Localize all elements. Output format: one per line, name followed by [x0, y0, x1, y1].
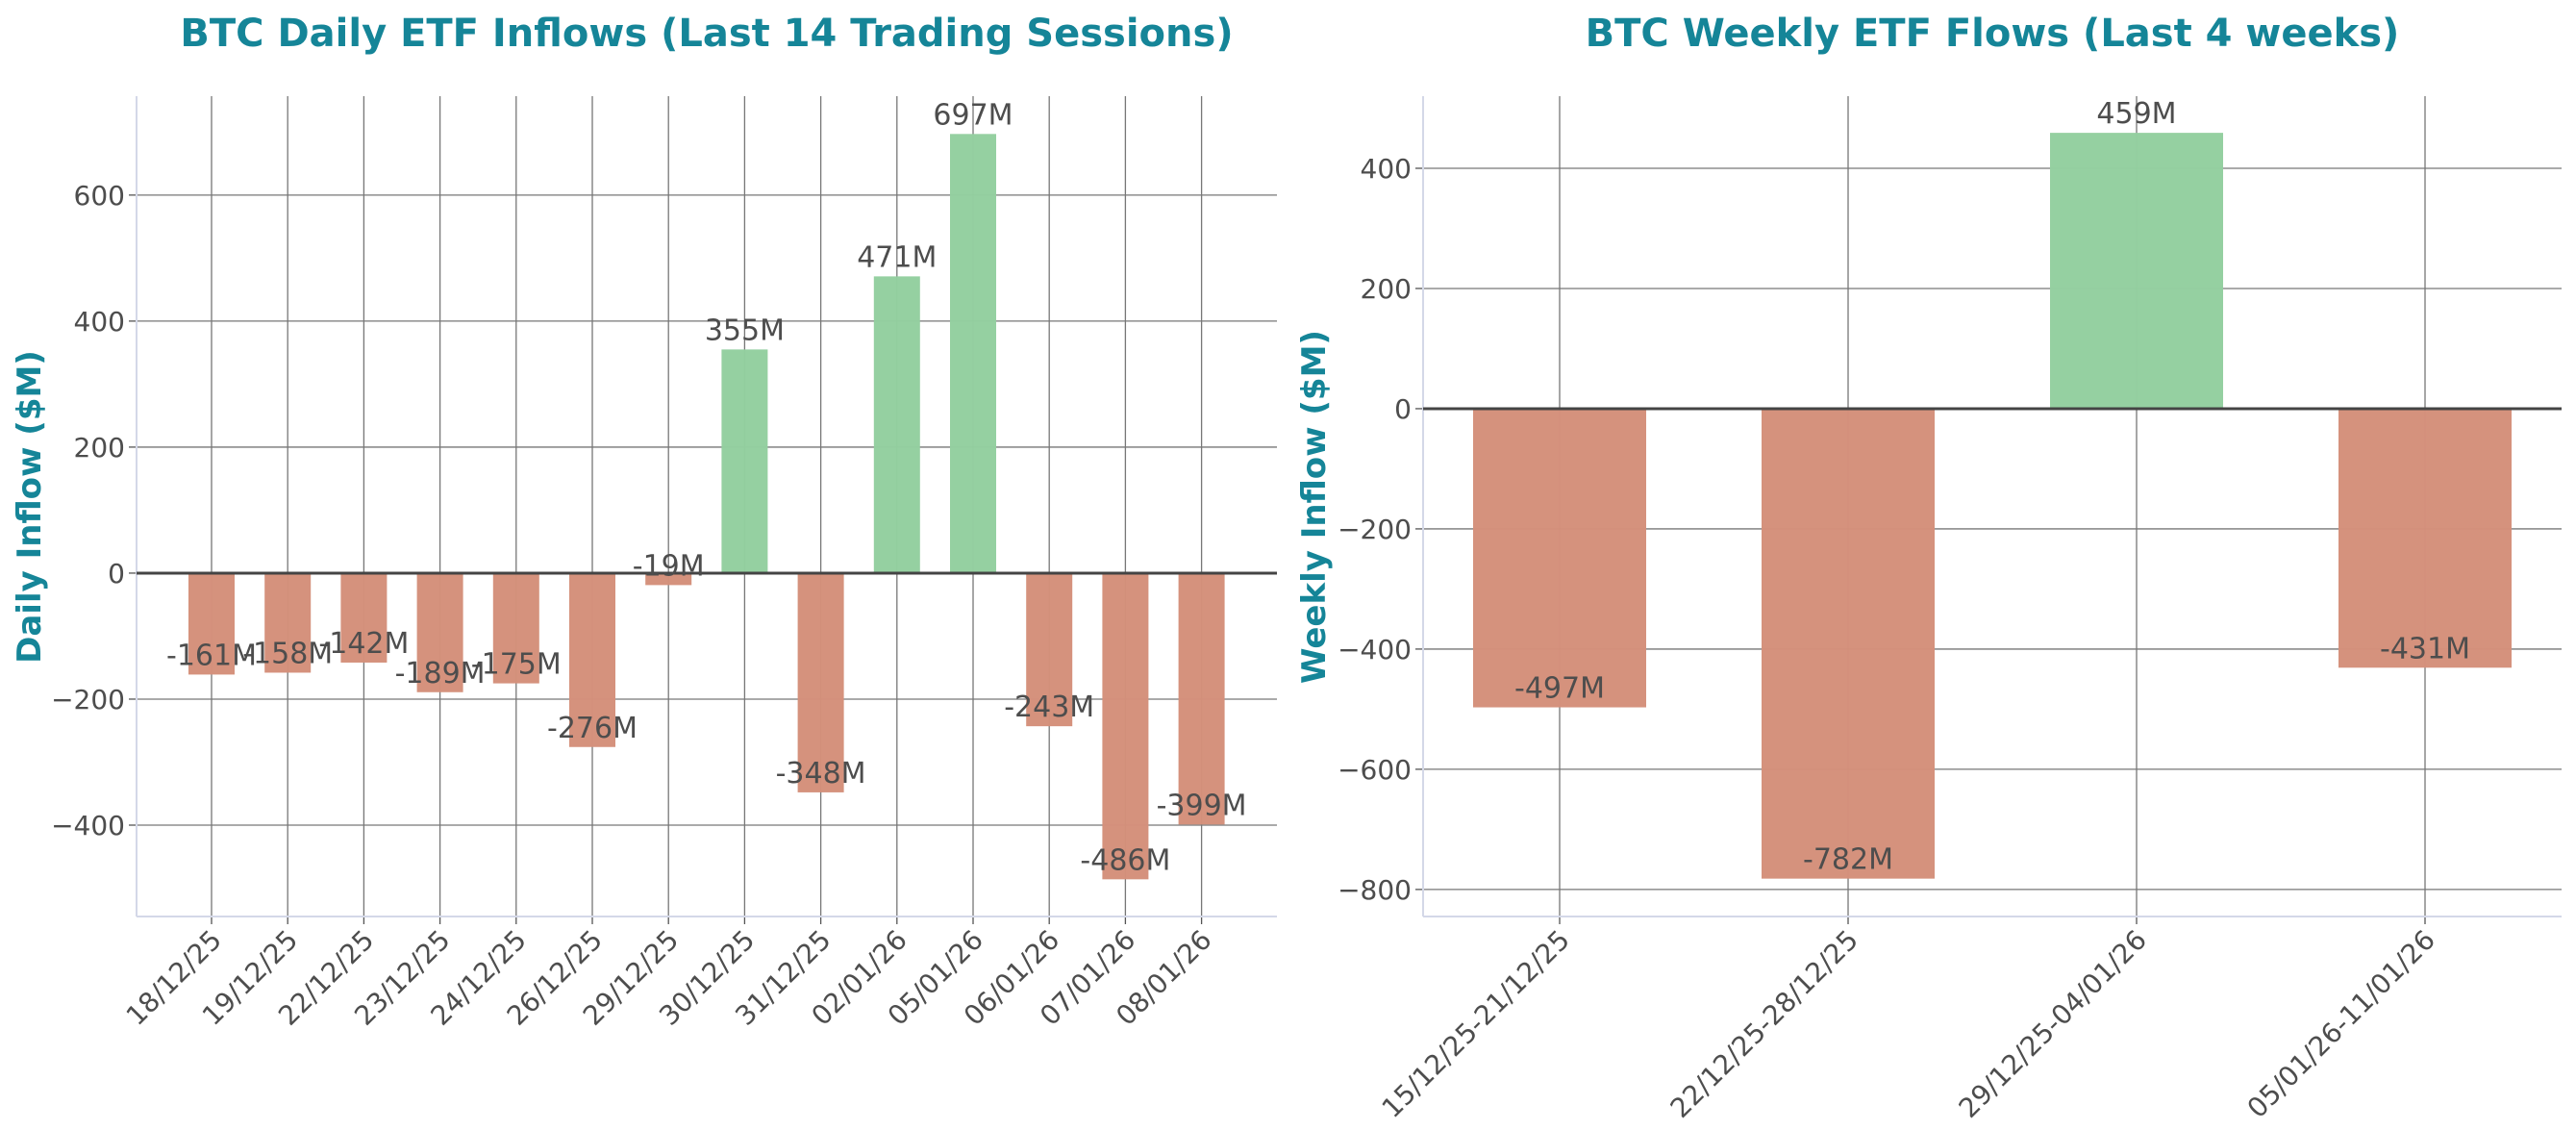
bar-data-label: 471M — [857, 240, 937, 274]
bar-data-label: 697M — [933, 98, 1013, 132]
chart-title: BTC Weekly ETF Flows (Last 4 weeks) — [1586, 12, 2400, 56]
y-tick-label: −400 — [51, 810, 125, 841]
bar — [645, 572, 692, 586]
bar-data-label: -189M — [395, 657, 486, 691]
bar — [264, 572, 312, 673]
bar-data-label: -348M — [776, 757, 866, 791]
y-tick-label: 400 — [1361, 153, 1412, 185]
bar-data-label: -161M — [166, 639, 257, 672]
bar — [2050, 133, 2223, 409]
bar — [1178, 572, 1225, 825]
y-tick-label: 0 — [1394, 393, 1412, 425]
y-tick-label: −400 — [1338, 634, 1412, 665]
bar-data-label: -243M — [1004, 691, 1094, 724]
y-axis-label: Weekly Inflow ($M) — [1295, 330, 1334, 684]
chart-title: BTC Daily ETF Inflows (Last 14 Trading S… — [180, 12, 1233, 56]
y-tick-label: 200 — [74, 432, 125, 464]
x-tick-label: 29/12/25-04/01/26 — [1953, 924, 2153, 1124]
bar-data-label: -276M — [547, 712, 638, 745]
x-tick-label: 05/01/26-11/01/26 — [2241, 924, 2441, 1124]
bar-data-label: -431M — [2380, 632, 2470, 665]
bar-data-label: -399M — [1157, 789, 1247, 822]
bar — [797, 572, 844, 792]
bar — [950, 134, 996, 573]
bar — [873, 276, 920, 573]
bar-data-label: -142M — [318, 627, 409, 661]
y-tick-label: −200 — [1338, 514, 1412, 545]
bar-data-label: -497M — [1514, 672, 1605, 706]
weekly-flows-chart: BTC Weekly ETF Flows (Last 4 weeks) Week… — [1295, 12, 2562, 1124]
y-axis-label: Daily Inflow ($M) — [11, 350, 49, 664]
bar — [2338, 408, 2512, 668]
x-tick-label: 22/12/25-28/12/25 — [1664, 924, 1864, 1124]
bar — [1102, 572, 1149, 880]
y-tick-label: 400 — [74, 306, 125, 338]
y-tick-label: −200 — [51, 684, 125, 716]
bar — [340, 572, 388, 663]
bar-data-label: -19M — [633, 549, 705, 583]
y-tick-label: −800 — [1338, 874, 1412, 906]
bar — [1026, 572, 1073, 727]
bar-data-label: -158M — [242, 637, 333, 670]
bar-data-label: 355M — [705, 314, 785, 347]
bar — [492, 572, 539, 684]
bar-data-label: 459M — [2096, 97, 2176, 131]
x-tick-label: 15/12/25-21/12/25 — [1376, 924, 1576, 1124]
bar — [569, 572, 615, 747]
daily-inflows-chart: BTC Daily ETF Inflows (Last 14 Trading S… — [11, 12, 1277, 1032]
y-tick-label: 600 — [74, 180, 125, 212]
bar-data-label: -782M — [1803, 843, 1893, 877]
bar — [1762, 408, 1935, 879]
bar — [188, 572, 235, 675]
bar — [721, 349, 768, 573]
y-tick-label: 200 — [1361, 273, 1412, 305]
bar-data-label: -486M — [1080, 843, 1170, 877]
bar-data-label: -175M — [471, 648, 562, 682]
y-tick-label: 0 — [108, 558, 125, 590]
y-tick-label: −600 — [1338, 754, 1412, 786]
bar — [1473, 408, 1646, 708]
bar — [416, 572, 463, 692]
